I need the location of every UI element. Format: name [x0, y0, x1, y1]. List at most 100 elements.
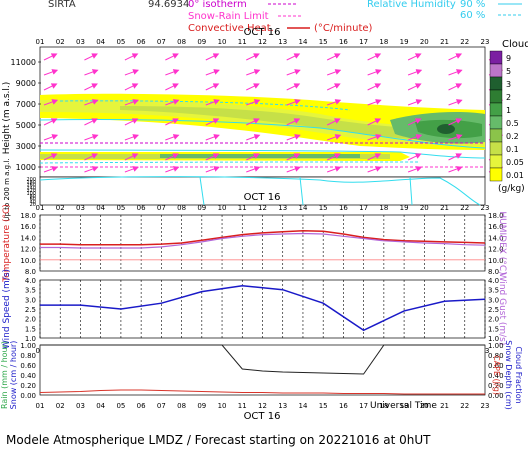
wind-arrow: [367, 153, 382, 161]
wind-arrow: [124, 69, 139, 76]
hour-tick-label: 17: [359, 38, 368, 46]
ytick-label-right: 12.0: [488, 246, 504, 254]
legend-snowrain: Snow-Rain Limit: [188, 11, 269, 22]
wind-arrow: [448, 53, 463, 61]
wind-arrow: [407, 166, 423, 173]
cloud-ytick-label: 5000: [16, 121, 36, 130]
wind-arrow: [165, 99, 180, 106]
hour-tick-label: 20: [420, 204, 429, 212]
wind-arrow: [84, 69, 99, 76]
wind-arrow: [124, 53, 139, 61]
wind-arrow: [205, 166, 220, 173]
colorbar-cell: [489, 89, 503, 104]
wind-ylabel: Wind Speed (m/s): [2, 269, 12, 349]
hour-tick-label: 10: [218, 38, 227, 46]
temperature-ylabel: Temperature (°C): [2, 204, 12, 283]
hour-tick-label: 02: [56, 38, 65, 46]
cloud-ytick-label-low: 60: [30, 197, 36, 203]
wind-arrows: [43, 53, 504, 173]
colorbar-cell: [489, 115, 503, 130]
wind-arrow: [205, 153, 220, 161]
wind-arrow: [43, 153, 58, 161]
wind-arrow: [165, 83, 179, 91]
hour-tick-label: 16: [339, 38, 348, 46]
wind-arrow: [205, 134, 220, 141]
hour-tick-label: 05: [116, 204, 125, 212]
wind-arrow: [286, 83, 301, 91]
colorbar-cell: [489, 63, 503, 78]
hour-tick-label: 09: [197, 38, 206, 46]
wind-arrow: [326, 153, 341, 161]
hour-tick-label: 07: [157, 38, 166, 46]
ytick-label-right: 16.0: [488, 223, 504, 231]
wind-arrow: [246, 69, 261, 76]
hour-tick-label: 22: [460, 38, 469, 46]
hour-tick-label: 09: [197, 402, 206, 410]
hour-tick-label: 16: [339, 402, 348, 410]
humidex-ylabel: HUMIDEX (°C): [497, 211, 507, 274]
wind-arrow: [367, 134, 382, 141]
wind-arrow: [246, 118, 260, 126]
ytick-label-right: 18.0: [488, 212, 504, 220]
rh-line-low-60: [39, 161, 421, 164]
wind-arrow: [286, 153, 301, 161]
mid-hour-axis-1: 01 02 03 04 05 06 07 08 09 10 11 12 13 14 15 16 17 18 19 20…: [36, 204, 490, 212]
wind-arrow: [367, 69, 382, 76]
cloud-ylabel2: Up to 200 m a.g.l.: [3, 158, 11, 221]
ytick-label: 0.80: [20, 352, 36, 360]
ytick-label: 1.00: [20, 342, 36, 350]
wind-arrow: [327, 69, 342, 76]
colorbar-label: 0.01: [506, 171, 524, 180]
ytick-label-right: 1.00: [488, 342, 504, 350]
hour-tick-label: 03: [76, 402, 85, 410]
forecast-caption: Modele Atmospherique LMDZ / Forecast sta…: [6, 433, 431, 447]
wind-arrow: [43, 83, 58, 91]
wind-arrow: [84, 118, 98, 126]
wind-arrow: [286, 118, 301, 126]
ytick-label-right: 1.5: [488, 325, 499, 333]
hour-tick-label: 20: [420, 402, 429, 410]
humidex-line: [40, 232, 486, 249]
station-code: 94.6934: [148, 0, 189, 10]
wind-arrow: [165, 153, 179, 161]
wind-arrow: [124, 134, 139, 141]
hour-tick-label: 13: [278, 402, 287, 410]
hour-tick-label: 01: [36, 402, 45, 410]
wind-arrow: [286, 69, 301, 76]
wind-arrow: [246, 134, 261, 141]
hour-tick-label: 13: [278, 38, 287, 46]
ytick-label: 10.0: [20, 257, 36, 265]
colorbar-cell: [489, 154, 503, 169]
wind-arrow: [448, 99, 463, 106]
wind-arrow: [246, 83, 260, 91]
hour-tick-label: 12: [258, 38, 267, 46]
ytick-label: 12.0: [20, 246, 36, 254]
rain-panel: 1.00 1.00 0.80 0.80 0.60 0.60 0.40 0.40 0.20 0.20…: [0, 340, 523, 409]
hour-tick-label: 10: [218, 402, 227, 410]
ytick-label-right: 8.0: [488, 268, 499, 276]
wind-arrow: [407, 153, 422, 161]
wind-arrow: [367, 53, 382, 61]
wind-arrow: [246, 153, 260, 161]
hour-tick-label: 19: [400, 402, 409, 410]
temperature-line: [40, 229, 486, 246]
cloud-ytick-label-low: 160: [26, 183, 36, 189]
wind-arrow: [165, 134, 180, 141]
ytick-label: 8.0: [25, 268, 36, 276]
universal-time-label: Universal Time: [370, 401, 437, 411]
date-label-mid1: OCT 16: [244, 192, 281, 203]
ytick-label-right: 10.0: [488, 257, 504, 265]
colorbar-label: 0.5: [506, 119, 519, 128]
rain-ylabel: Rain (mm / hour): [0, 341, 9, 409]
colorbar-label: 9: [506, 54, 511, 63]
colorbar-cell: [489, 102, 503, 117]
colorbar-label: 0.1: [506, 145, 519, 154]
snow-ylabel: Snow (cm / hour): [9, 341, 18, 410]
cloud-ytick-label: 3000: [16, 142, 36, 151]
colorbar-title: Clouds: [502, 39, 528, 50]
wind-arrow: [43, 99, 59, 106]
colorbar-unit: (g/kg): [498, 184, 525, 194]
ytick-label: 16.0: [20, 223, 36, 231]
ytick-label: 2.0: [25, 316, 36, 324]
